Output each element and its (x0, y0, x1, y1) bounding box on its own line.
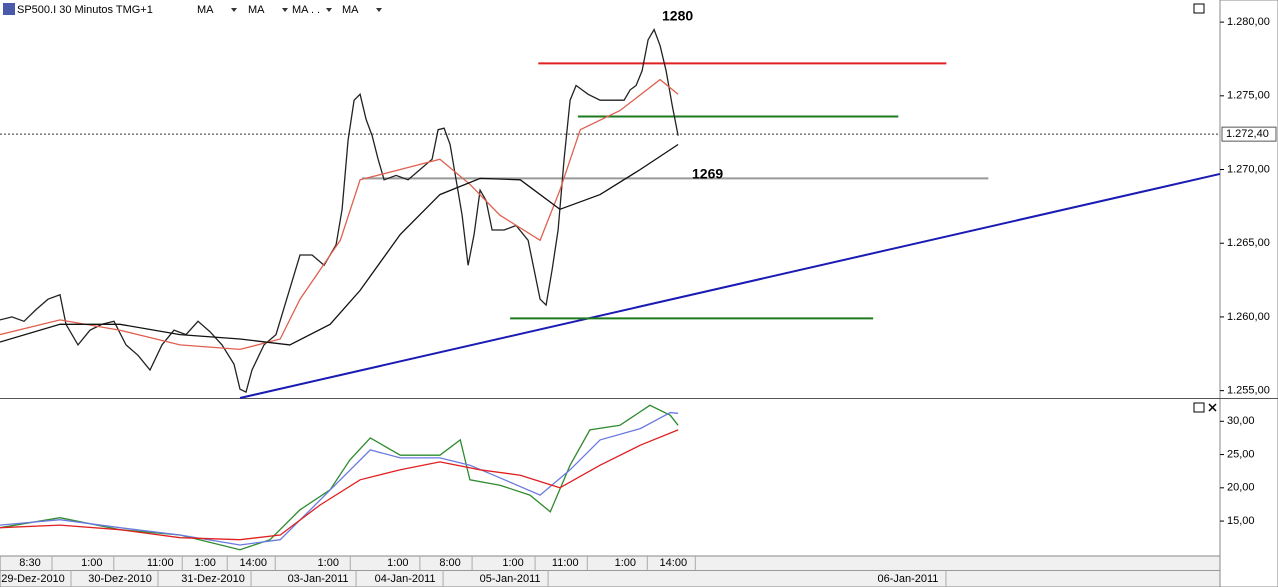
date-label: 31-Dez-2010 (181, 573, 245, 585)
indicator-dropdown[interactable] (376, 8, 382, 12)
series-line (0, 27, 679, 394)
last-price-label: 1.272,40 (1226, 128, 1269, 140)
series-line (0, 429, 679, 541)
y-tick-label: 1.275,00 (1227, 90, 1270, 102)
symbol-icon[interactable] (3, 3, 15, 15)
date-label: 06-Jan-2011 (877, 573, 938, 585)
x-tick-label: 14:00 (239, 557, 267, 569)
indicator-label: MA (248, 4, 265, 16)
x-tick-label: 11:00 (552, 557, 579, 569)
annotation: 1280 (662, 8, 693, 24)
y-tick-label: 1.255,00 (1227, 385, 1270, 397)
series-line (0, 78, 679, 351)
y-tick-label: 15,00 (1227, 515, 1255, 527)
y-tick-label: 20,00 (1227, 482, 1255, 494)
indicator-label: MA (197, 4, 214, 16)
x-tick-label: 11:00 (147, 557, 174, 569)
series-line (0, 411, 679, 546)
x-tick-label: 1:00 (318, 557, 339, 569)
maximize-button[interactable] (1193, 402, 1205, 413)
date-label: 03-Jan-2011 (288, 573, 349, 585)
y-tick-label: 1.265,00 (1227, 237, 1270, 249)
x-tick-label: 1:00 (81, 557, 102, 569)
y-tick-label: 1.260,00 (1227, 311, 1270, 323)
date-label: 05-Jan-2011 (480, 573, 541, 585)
trend-line (239, 172, 1221, 399)
series-line (0, 143, 679, 346)
close-button[interactable] (1208, 403, 1217, 412)
y-tick-label: 1.270,00 (1227, 163, 1270, 175)
x-tick-label: 1:00 (615, 557, 636, 569)
maximize-button[interactable] (1193, 3, 1205, 14)
time-axis (0, 555, 1221, 587)
series-line (0, 404, 679, 551)
x-tick-label: 1:00 (195, 557, 216, 569)
x-tick-label: 8:30 (19, 557, 40, 569)
last-price-box (1221, 126, 1277, 142)
indicator-dropdown[interactable] (282, 8, 288, 12)
price-axis (1219, 0, 1278, 587)
indicator-label: MA . . (292, 4, 320, 16)
y-tick-label: 1.280,00 (1227, 16, 1270, 28)
x-tick-label: 8:00 (439, 557, 460, 569)
chart-title: SP500.I 30 Minutos TMG+1 (17, 4, 153, 16)
annotation: 1269 (692, 166, 723, 182)
date-label: 04-Jan-2011 (375, 573, 436, 585)
indicator-label: MA (342, 4, 359, 16)
x-tick-label: 1:00 (502, 557, 523, 569)
date-label: 29-Dez-2010 (1, 573, 65, 585)
indicator-dropdown[interactable] (326, 8, 332, 12)
x-tick-label: 1:00 (387, 557, 408, 569)
x-tick-label: 14:00 (660, 557, 688, 569)
y-tick-label: 25,00 (1227, 448, 1255, 460)
date-label: 30-Dez-2010 (88, 573, 152, 585)
indicator-dropdown[interactable] (231, 8, 237, 12)
y-tick-label: 30,00 (1227, 415, 1255, 427)
